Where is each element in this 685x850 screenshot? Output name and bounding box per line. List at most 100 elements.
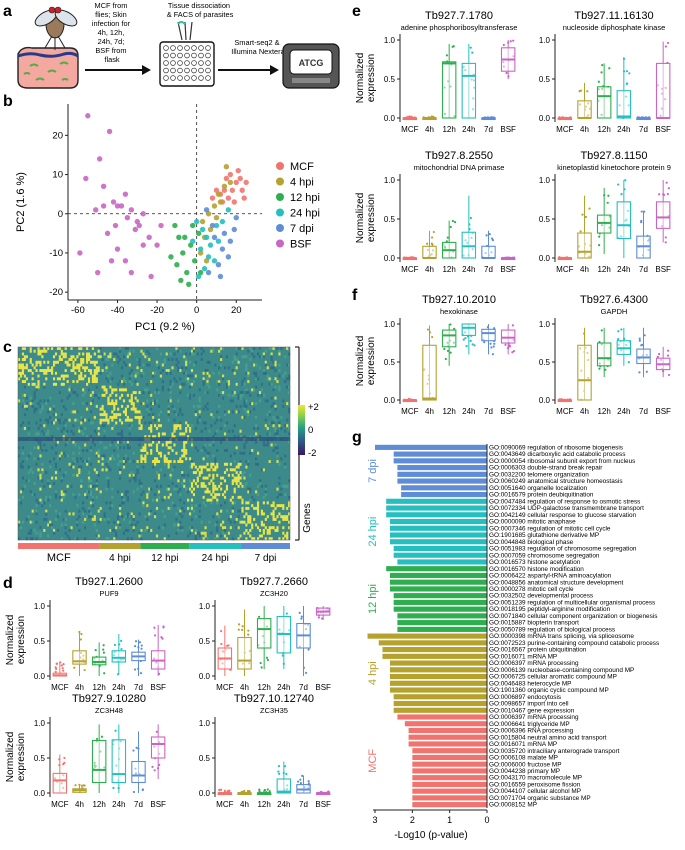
heatmap-cell — [280, 426, 283, 430]
go-term-label: GO:0006725 cellular aromatic compound MP — [489, 674, 617, 681]
heatmap-cell — [87, 457, 91, 461]
heatmap-cell — [23, 402, 26, 406]
heatmap-cell — [70, 358, 73, 361]
heatmap-cell — [120, 435, 124, 439]
heatmap-cell — [144, 457, 147, 461]
heatmap-cell — [54, 509, 58, 513]
heatmap-cell — [138, 498, 141, 502]
heatmap-cell — [255, 385, 258, 389]
heatmap-cell — [239, 460, 242, 463]
heatmap-cell — [152, 440, 155, 444]
heatmap-cell — [140, 457, 143, 461]
heatmap-cell — [173, 418, 176, 422]
heatmap-cell — [33, 407, 36, 411]
heatmap-cell — [251, 449, 254, 452]
heatmap-cell — [167, 358, 170, 361]
boxplot-point — [628, 72, 631, 75]
heatmap-cell — [136, 471, 139, 475]
heatmap-cell — [256, 484, 260, 488]
heatmap-cell — [119, 432, 122, 436]
boxplot-point — [62, 669, 65, 672]
plate-well — [184, 45, 190, 51]
pca-point — [223, 164, 230, 170]
heatmap-cell — [169, 371, 172, 375]
heatmap-cell — [188, 429, 192, 433]
boxplot-x-tick-label: 7d — [134, 800, 143, 809]
heatmap-cell — [35, 369, 38, 373]
heatmap-cell — [78, 426, 81, 430]
heatmap-cell — [35, 432, 38, 436]
boxplot-point — [600, 71, 603, 74]
heatmap-cell — [39, 440, 42, 444]
heatmap-cell — [183, 479, 186, 483]
heatmap-cell — [233, 451, 236, 455]
heatmap-cell — [154, 371, 157, 375]
heatmap-cell — [66, 374, 69, 378]
heatmap-cell — [56, 418, 59, 422]
heatmap-cell — [76, 380, 79, 384]
heatmap-cell — [272, 515, 275, 519]
heatmap-cell — [51, 369, 54, 373]
heatmap-cell — [29, 396, 32, 400]
heatmap-cell — [52, 355, 56, 359]
heatmap-cell — [270, 404, 273, 408]
heatmap-cell — [142, 363, 145, 367]
heatmap-cell — [124, 407, 127, 411]
heatmap-cell — [235, 347, 238, 350]
heatmap-cell — [119, 471, 122, 475]
heatmap-cell — [235, 446, 238, 450]
heatmap-cell — [155, 363, 159, 367]
heatmap-cell — [70, 388, 73, 392]
go-term-label: GO:0044107 cellular alcohol MP — [489, 788, 581, 795]
heatmap-cell — [206, 377, 209, 381]
heatmap-cell — [43, 349, 46, 353]
heatmap-cell — [187, 498, 190, 502]
boxplot-point — [237, 623, 241, 626]
heatmap-cell — [91, 360, 94, 364]
heatmap-cell — [239, 347, 242, 350]
boxplot-x-tick-label: 4h — [75, 683, 84, 692]
heatmap-cell — [91, 347, 94, 350]
heatmap-cell — [62, 435, 65, 439]
boxplot-x-tick-label: 12h — [597, 125, 610, 134]
heatmap-cell — [255, 523, 258, 527]
boxplot-point — [60, 664, 63, 667]
go-term-label: GO:0071704 organic substance MP — [489, 795, 591, 802]
heatmap-cell — [136, 487, 139, 491]
boxplot-point — [63, 756, 66, 760]
heatmap-cell — [21, 495, 25, 499]
panel-label-f: f — [352, 287, 358, 304]
plate-well — [184, 67, 190, 74]
heatmap-cell — [190, 506, 194, 510]
boxplot-y-axis-label-line: Normalized — [5, 615, 16, 666]
heatmap-cell — [107, 418, 110, 422]
heatmap-cell — [268, 382, 271, 386]
boxplot-title: Tb927.10.2010 — [422, 294, 496, 306]
heatmap-cell — [253, 426, 256, 430]
heatmap-cell — [140, 369, 143, 373]
pca-point — [100, 203, 107, 209]
boxplot-y-tick-label: 0.5 — [384, 358, 396, 367]
pca-legend-label: 7 dpi — [290, 223, 314, 235]
heatmap-cell — [222, 391, 225, 395]
heatmap-cell — [72, 355, 75, 359]
boxplot-point — [103, 672, 106, 675]
heatmap-cell — [95, 484, 98, 488]
heatmap-cell — [113, 407, 116, 411]
heatmap-cell — [35, 407, 38, 411]
heatmap-cell — [126, 443, 129, 447]
heatmap-cell — [258, 347, 262, 350]
heatmap-cell — [37, 360, 40, 364]
boxplot-point — [132, 749, 135, 752]
boxplot-y-tick-label: 0.0 — [539, 254, 551, 263]
heatmap-cell — [167, 487, 170, 491]
heatmap-cell — [241, 498, 244, 502]
heatmap-cell — [155, 506, 159, 510]
boxplot-d1: Tb927.1.2600PUF90.00.51.0Normalizedexpre… — [5, 576, 166, 692]
heatmap-cell — [154, 479, 157, 483]
heatmap-cell — [87, 476, 91, 480]
heatmap-cell — [54, 493, 58, 497]
heatmap-cell — [76, 457, 79, 461]
heatmap-cell — [37, 347, 40, 350]
heatmap-cell — [214, 465, 217, 469]
